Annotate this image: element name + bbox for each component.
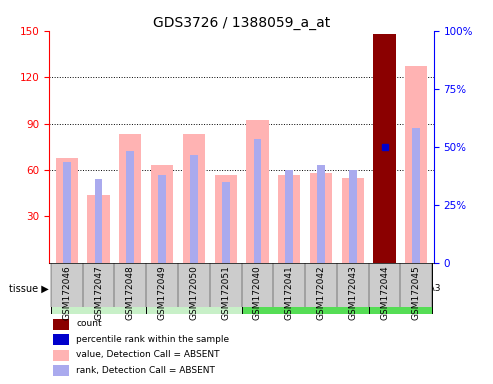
Bar xyxy=(53,319,69,330)
Bar xyxy=(337,263,369,307)
Bar xyxy=(242,263,273,307)
Bar xyxy=(146,263,242,314)
Bar xyxy=(310,173,332,263)
Bar xyxy=(342,178,364,263)
Bar xyxy=(56,157,78,263)
Bar xyxy=(53,350,69,361)
Title: GDS3726 / 1388059_a_at: GDS3726 / 1388059_a_at xyxy=(153,16,330,30)
Text: cerebellar
granular layer: cerebellar granular layer xyxy=(67,279,131,298)
Bar xyxy=(126,151,134,263)
Bar xyxy=(146,263,178,307)
Bar xyxy=(273,263,305,307)
Text: percentile rank within the sample: percentile rank within the sample xyxy=(76,335,229,344)
Text: cerebral cortex: cerebral cortex xyxy=(159,284,228,293)
Text: value, Detection Call = ABSENT: value, Detection Call = ABSENT xyxy=(76,350,220,359)
Bar xyxy=(83,263,114,307)
Bar xyxy=(369,263,400,307)
Bar xyxy=(210,263,242,307)
Bar xyxy=(114,263,146,307)
Bar xyxy=(151,166,173,263)
Text: hippocampal CA1: hippocampal CA1 xyxy=(265,284,345,293)
Bar xyxy=(95,179,103,263)
Bar xyxy=(183,134,205,263)
Bar xyxy=(242,263,369,314)
Text: count: count xyxy=(76,319,102,328)
Bar xyxy=(51,263,146,314)
Text: tissue ▶: tissue ▶ xyxy=(9,284,49,294)
Text: hippocampal CA3: hippocampal CA3 xyxy=(361,284,440,293)
Bar xyxy=(305,263,337,307)
Bar xyxy=(285,170,293,263)
Bar xyxy=(349,170,357,263)
Text: rank, Detection Call = ABSENT: rank, Detection Call = ABSENT xyxy=(76,366,215,375)
Bar xyxy=(253,139,261,263)
Bar xyxy=(63,162,70,263)
Bar xyxy=(51,263,83,307)
Bar xyxy=(214,175,237,263)
Bar xyxy=(317,166,325,263)
Bar xyxy=(246,121,269,263)
Bar xyxy=(119,134,141,263)
Bar xyxy=(53,334,69,345)
Bar xyxy=(53,365,69,376)
Bar xyxy=(278,175,300,263)
Bar xyxy=(400,263,432,307)
Bar xyxy=(158,175,166,263)
Bar xyxy=(178,263,210,307)
Bar xyxy=(405,66,427,263)
Bar xyxy=(190,154,198,263)
Bar xyxy=(369,263,432,314)
Bar xyxy=(87,195,109,263)
Bar xyxy=(374,34,396,263)
Bar xyxy=(413,128,420,263)
Bar xyxy=(222,182,230,263)
